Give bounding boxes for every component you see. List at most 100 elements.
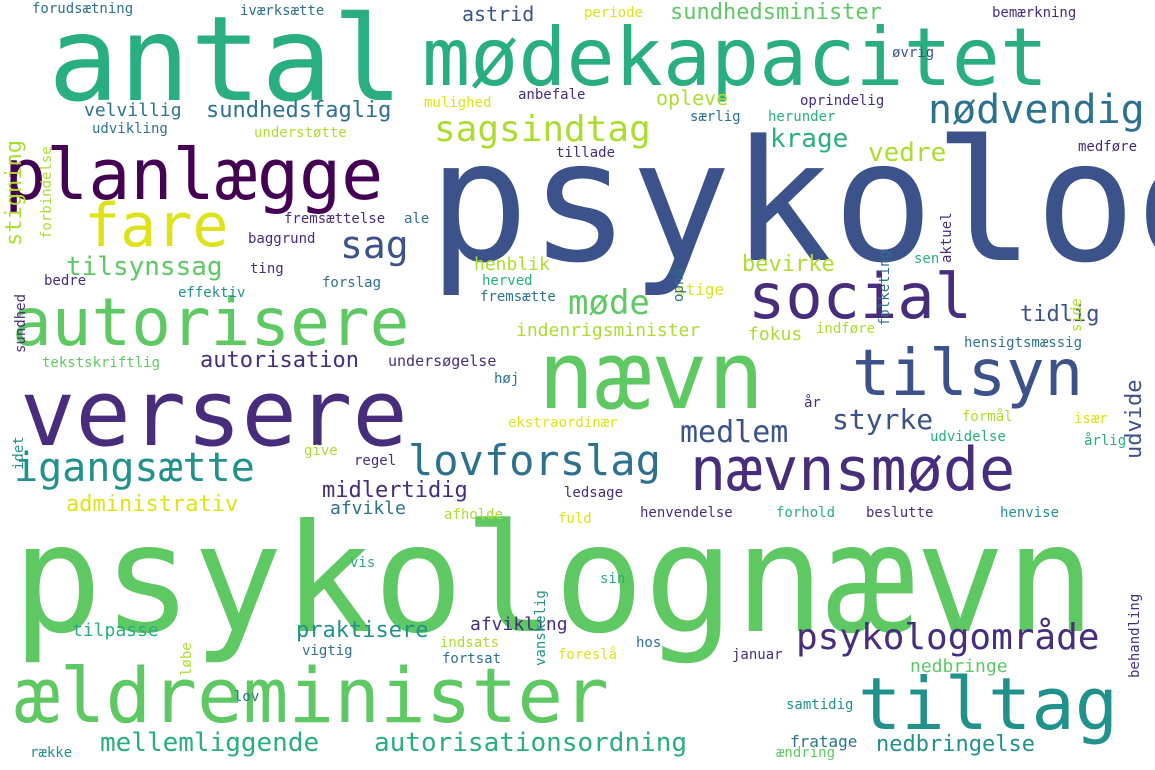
word-ekstraordinaer: ekstraordinær bbox=[508, 415, 618, 431]
word-tilpasse: tilpasse bbox=[72, 620, 159, 641]
word-lobe: løbe bbox=[179, 642, 195, 676]
word-sundhedsfaglig: sundhedsfaglig bbox=[206, 98, 392, 123]
word-fremsaettelse: fremsættelse bbox=[284, 211, 386, 227]
word-fratage: fratage bbox=[790, 732, 858, 751]
word-mulighed: mulighed bbox=[424, 95, 492, 111]
word-medfore: medføre bbox=[1078, 139, 1138, 155]
word-sag: sag bbox=[340, 223, 409, 267]
word-naevn: nævn bbox=[538, 322, 765, 431]
word-modekapacitet: mødekapacitet bbox=[422, 11, 1049, 104]
word-oprindelig: oprindelig bbox=[800, 93, 885, 109]
word-aeldreminister: ældreminister bbox=[14, 651, 609, 740]
word-samtidig: samtidig bbox=[786, 697, 854, 713]
word-regel: regel bbox=[354, 453, 397, 469]
word-fare: fare bbox=[84, 191, 229, 261]
word-stigning: stigning bbox=[2, 140, 27, 246]
word-henvendelse: henvendelse bbox=[640, 505, 733, 521]
word-undersogelse: undersøgelse bbox=[388, 352, 497, 370]
word-versere: versere bbox=[20, 360, 408, 467]
word-fuld: fuld bbox=[558, 511, 592, 527]
word-ale: ale bbox=[404, 211, 430, 227]
word-autorisationsordning: autorisationsordning bbox=[374, 728, 688, 758]
word-stige: stige bbox=[676, 280, 725, 299]
word-psykolog: psykolog bbox=[428, 104, 1155, 300]
word-nedbringe: nedbringe bbox=[910, 656, 1008, 677]
word-give: give bbox=[304, 443, 338, 459]
word-afholde: afholde bbox=[444, 507, 504, 523]
word-herunder: herunder bbox=[768, 109, 836, 125]
word-lov: lov bbox=[234, 689, 260, 705]
word-ting: ting bbox=[250, 261, 284, 277]
word-administrativ: administrativ bbox=[66, 492, 239, 517]
word-bemaerkning: bemærkning bbox=[992, 5, 1077, 21]
word-styrke: styrke bbox=[832, 403, 934, 436]
word-igangsaette: igangsætte bbox=[14, 445, 255, 491]
word-folketing: folketing bbox=[877, 250, 893, 326]
word-forudsaetning: forudsætning bbox=[32, 1, 134, 17]
word-side: side bbox=[1069, 298, 1085, 332]
word-naevnsmode: nævnsmøde bbox=[690, 435, 1016, 505]
word-astrid: astrid bbox=[462, 2, 535, 26]
word-idet: idet bbox=[11, 436, 27, 470]
word-hensigtsmaessig: hensigtsmæssig bbox=[964, 335, 1083, 351]
word-tillade: tillade bbox=[556, 145, 616, 161]
word-aktuel: aktuel bbox=[939, 212, 955, 263]
word-nodvendig: nødvendig bbox=[928, 87, 1145, 133]
word-herved: herved bbox=[482, 273, 533, 289]
word-ar: år bbox=[804, 395, 821, 411]
word-ivaerksaette: iværksætte bbox=[240, 3, 325, 19]
word-praktisere: praktisere bbox=[296, 618, 429, 643]
word-foresla: foreslå bbox=[558, 647, 618, 663]
word-planlaegge: planlægge bbox=[4, 134, 384, 216]
word-sagsindtag: sagsindtag bbox=[434, 109, 651, 150]
word-opna: opnå bbox=[671, 268, 687, 302]
word-vis: vis bbox=[350, 555, 376, 571]
word-periode: periode bbox=[584, 5, 644, 21]
word-bedre: bedre bbox=[44, 273, 87, 289]
word-tilsynssag: tilsynssag bbox=[66, 252, 223, 282]
word-antal: antal bbox=[48, 0, 404, 128]
word-tidlig: tidlig bbox=[1020, 302, 1100, 327]
word-midlertidig: midlertidig bbox=[322, 478, 468, 503]
word-udvidelse: udvidelse bbox=[930, 429, 1006, 445]
word-psykolognaevn: psykolognævn bbox=[12, 493, 1096, 667]
word-indenrigsminister: indenrigsminister bbox=[516, 320, 701, 341]
word-vigtig: vigtig bbox=[302, 643, 353, 659]
word-autorisation: autorisation bbox=[200, 348, 359, 373]
word-ovrig: øvrig bbox=[892, 45, 935, 61]
word-krage: krage bbox=[770, 124, 849, 154]
word-sundhedsminister: sundhedsminister bbox=[670, 0, 882, 25]
word-tiltag: tiltag bbox=[858, 662, 1119, 746]
word-mellemliggende: mellemliggende bbox=[100, 728, 320, 758]
word-henvise: henvise bbox=[1000, 505, 1060, 521]
word-sundhed: sundhed bbox=[13, 293, 29, 353]
word-raekke: række bbox=[30, 745, 73, 761]
word-forslag: forslag bbox=[322, 275, 382, 291]
word-opleve: opleve bbox=[656, 86, 729, 110]
word-forbindelse: forbindelse bbox=[39, 146, 55, 239]
word-velvillig: velvillig bbox=[84, 100, 182, 121]
word-udvide: udvide bbox=[1122, 379, 1147, 459]
word-bevirke: bevirke bbox=[742, 252, 835, 277]
word-aendring: ændring bbox=[776, 745, 836, 761]
word-baggrund: baggrund bbox=[248, 231, 316, 247]
word-autorisere: autorisere bbox=[12, 284, 410, 361]
word-saerlig: særlig bbox=[690, 109, 741, 125]
word-afvikle: afvikle bbox=[330, 498, 406, 519]
word-medlem: medlem bbox=[680, 415, 789, 450]
word-behandling: behandling bbox=[1127, 593, 1143, 678]
word-hos: hos bbox=[636, 635, 662, 651]
word-fokus: fokus bbox=[748, 324, 803, 345]
word-afvikling: afvikling bbox=[470, 614, 568, 635]
word-januar: januar bbox=[732, 647, 783, 663]
word-lovforslag: lovforslag bbox=[408, 436, 661, 485]
word-indfore: indføre bbox=[816, 321, 876, 337]
word-sin: sin bbox=[600, 571, 626, 587]
word-formal: formål bbox=[962, 409, 1013, 425]
word-social: social bbox=[748, 260, 972, 333]
word-hoj: høj bbox=[494, 371, 520, 387]
word-sen: sen bbox=[914, 251, 940, 267]
word-ledsage: ledsage bbox=[564, 485, 624, 501]
word-psykologomrade: psykologområde bbox=[796, 617, 1100, 658]
